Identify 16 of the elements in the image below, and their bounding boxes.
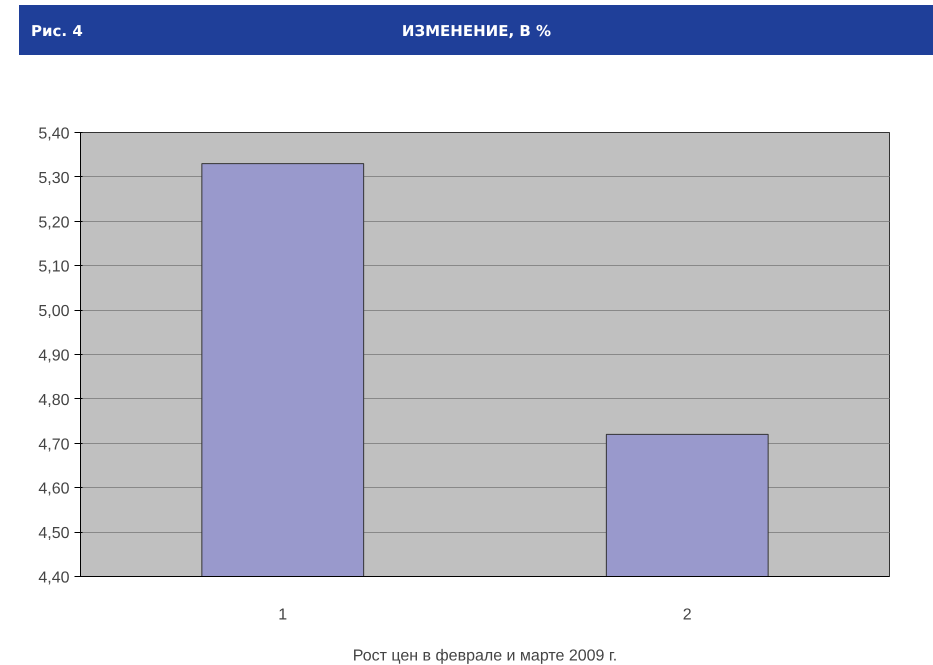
y-tick-label: 5,30 (38, 170, 70, 187)
chart-title: ИЗМЕНЕНИЕ, В % (402, 22, 552, 40)
y-tick-label: 5,00 (38, 303, 70, 320)
text: Рис. 4 (31, 21, 83, 42)
x-tick-label: 1 (278, 606, 288, 624)
x-axis-title: Рост цен в феврале и марте 2009 г. (352, 648, 618, 664)
y-tick-label: 5,40 (38, 126, 70, 142)
y-tick-label: 4,80 (38, 392, 70, 409)
y-tick-label: 4,90 (38, 348, 70, 364)
y-tick-label: 4,60 (38, 480, 70, 498)
y-tick-label: 5,20 (38, 214, 70, 232)
y-tick-label: 4,40 (38, 570, 70, 586)
y-tick-label: 4,70 (38, 436, 70, 454)
y-tick-label: 5,10 (38, 258, 70, 276)
y-tick-label: 4,50 (38, 525, 70, 542)
x-tick-label: 2 (682, 606, 692, 624)
